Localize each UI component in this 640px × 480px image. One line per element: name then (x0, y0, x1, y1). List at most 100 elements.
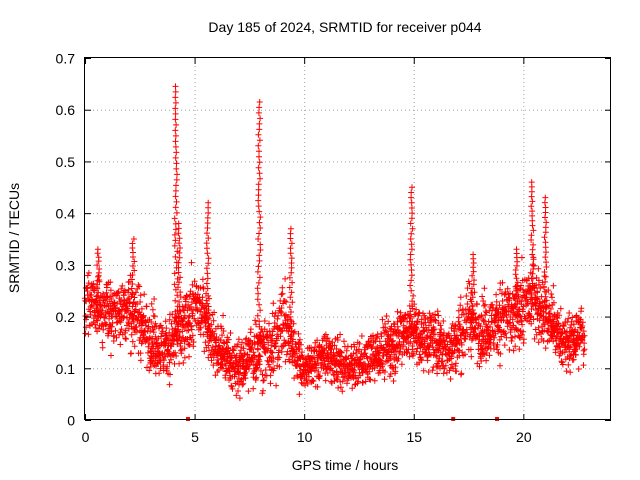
data-point (161, 357, 167, 364)
x-tick-label: 20 (516, 429, 532, 445)
data-points (81, 83, 588, 421)
y-tick-label: 0.4 (56, 206, 76, 222)
data-point (567, 369, 574, 376)
data-point (166, 329, 173, 336)
data-point (516, 346, 523, 353)
data-point (173, 149, 180, 156)
data-point (406, 353, 413, 360)
data-point (335, 384, 342, 391)
data-point (403, 350, 410, 356)
data-point (92, 324, 99, 331)
data-point (268, 337, 275, 344)
data-point (416, 309, 423, 316)
data-point (417, 356, 424, 363)
data-point (543, 219, 550, 226)
y-axis-label: SRMTID / TECUs (6, 183, 22, 293)
data-point (278, 348, 285, 355)
data-point (432, 311, 438, 318)
data-point (122, 335, 129, 342)
data-point (416, 359, 423, 366)
data-point (304, 380, 311, 387)
data-point (176, 360, 183, 367)
data-point (455, 307, 462, 314)
data-point (123, 336, 129, 342)
data-point (387, 371, 394, 377)
data-point (189, 290, 196, 297)
data-point (493, 298, 500, 305)
data-point (317, 372, 323, 379)
data-point (535, 265, 542, 272)
data-point (287, 225, 294, 232)
data-point (113, 334, 120, 341)
data-point (256, 219, 263, 226)
data-point (171, 231, 178, 238)
data-point (257, 247, 264, 253)
data-point (277, 308, 284, 315)
data-point (210, 354, 217, 361)
data-point (117, 341, 124, 348)
data-point (186, 313, 193, 320)
data-point (286, 342, 292, 349)
data-point (257, 353, 264, 360)
data-point (255, 279, 262, 286)
data-point (398, 361, 405, 368)
data-point (99, 307, 106, 314)
data-point (255, 197, 262, 204)
data-point (119, 282, 126, 289)
data-point (151, 296, 158, 302)
data-point (282, 358, 289, 365)
data-point (148, 300, 155, 307)
data-point (390, 337, 397, 344)
data-point (130, 236, 137, 242)
data-point (369, 344, 376, 350)
data-point (166, 381, 173, 388)
data-point (225, 365, 232, 372)
data-point (226, 368, 233, 374)
data-point (563, 368, 570, 375)
data-point (118, 306, 125, 313)
data-point (481, 285, 488, 292)
data-point (434, 370, 441, 377)
data-point (255, 142, 262, 149)
data-point (172, 297, 179, 304)
data-point (341, 373, 348, 380)
data-point (458, 341, 465, 348)
data-point (171, 215, 178, 222)
data-point (470, 264, 477, 271)
data-point (94, 246, 101, 253)
data-point (413, 348, 420, 355)
data-point (126, 314, 133, 321)
data-point (425, 346, 432, 353)
data-point (257, 214, 264, 221)
data-point (542, 239, 549, 246)
data-point (438, 326, 445, 333)
data-point (181, 345, 188, 352)
data-point (431, 331, 438, 338)
data-point (509, 334, 516, 341)
data-point (175, 220, 182, 227)
data-point (208, 357, 215, 364)
data-point (343, 347, 350, 354)
data-point (338, 349, 345, 356)
data-point (245, 388, 252, 395)
data-point (279, 290, 286, 297)
data-point (192, 300, 199, 307)
data-point (349, 361, 355, 368)
data-point (349, 373, 356, 380)
data-point (131, 343, 138, 350)
data-point (458, 370, 465, 377)
data-point (88, 291, 95, 298)
data-point (177, 245, 183, 251)
data-point (432, 317, 439, 324)
data-point (107, 287, 114, 294)
data-point (172, 154, 179, 161)
data-point (249, 355, 256, 362)
data-point (449, 343, 456, 350)
data-point (374, 335, 381, 342)
data-point (217, 337, 224, 344)
data-point (364, 355, 371, 362)
data-point (313, 364, 320, 371)
data-point (256, 257, 263, 264)
data-point (438, 358, 445, 365)
data-point (137, 357, 144, 364)
